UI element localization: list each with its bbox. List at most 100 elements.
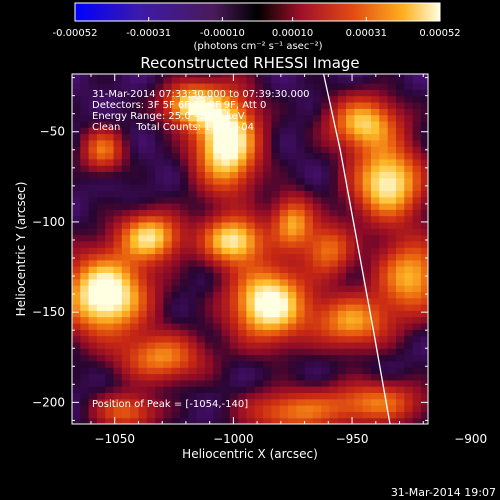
heatmap-pixel [88,335,98,343]
heatmap-pixel [105,177,115,185]
x-tick-label: −900 [454,432,487,446]
heatmap-pixel [379,95,389,103]
heatmap-pixel [312,209,322,217]
colorbar-tick-label: 0.00052 [419,28,460,39]
heatmap-pixel [171,405,181,412]
heatmap-pixel [221,139,231,147]
heatmap-pixel [171,120,181,128]
heatmap-pixel [105,158,115,166]
heatmap-pixel [254,285,264,292]
heatmap-pixel [420,259,428,267]
heatmap-pixel [337,234,347,242]
heatmap-pixel [263,367,272,375]
heatmap-pixel [271,158,281,166]
heatmap-pixel [304,209,314,217]
heatmap-pixel [362,266,372,273]
heatmap-pixel [130,323,139,330]
heatmap-pixel [371,373,380,381]
heatmap-pixel [88,120,98,128]
heatmap-pixel [304,329,314,337]
heatmap-pixel [171,209,181,217]
heatmap-pixel [88,83,98,90]
heatmap-pixel [412,120,422,128]
heatmap-pixel [204,209,214,217]
heatmap-pixel [354,386,364,393]
heatmap-pixel [288,278,297,286]
heatmap-pixel [188,386,198,393]
heatmap-pixel [229,405,239,412]
heatmap-pixel [229,310,239,318]
heatmap-pixel [362,139,372,147]
heatmap-pixel [163,146,173,154]
heatmap-pixel [246,323,256,330]
heatmap-pixel [72,215,81,223]
heatmap-pixel [346,272,355,280]
heatmap-pixel [254,120,264,128]
heatmap-pixel [229,348,239,356]
heatmap-pixel [412,171,422,179]
heatmap-pixel [354,184,364,191]
heatmap-pixel [88,74,98,78]
heatmap-pixel [304,184,314,191]
heatmap-pixel [312,108,322,116]
heatmap-pixel [113,133,123,141]
heatmap-pixel [121,133,131,141]
heatmap-pixel [238,190,247,198]
heatmap-pixel [321,316,331,324]
heatmap-pixel [229,373,239,381]
heatmap-pixel [420,196,428,204]
heatmap-pixel [288,228,297,236]
colorbar-tick-label: -0.00052 [53,28,98,39]
heatmap-pixel [362,184,372,191]
heatmap-pixel [296,398,306,406]
heatmap-pixel [371,196,380,204]
heatmap-pixel [346,341,355,349]
heatmap-pixel [379,74,389,78]
heatmap-pixel [155,247,164,255]
heatmap-pixel [155,165,164,172]
heatmap-pixel [379,108,389,116]
y-tick-label: −100 [32,215,65,229]
heatmap-pixel [271,83,281,90]
heatmap-pixel [96,127,106,135]
heatmap-pixel [180,291,189,299]
heatmap-pixel [404,240,414,248]
annotation-energy-range: Energy Range: 25.0 - 50.0 keV [92,111,245,122]
heatmap-pixel [163,367,173,375]
heatmap-pixel [188,139,198,147]
heatmap-pixel [188,177,198,185]
heatmap-pixel [263,108,272,116]
heatmap-pixel [346,304,355,311]
heatmap-pixel [346,215,355,223]
heatmap-pixel [321,177,331,185]
heatmap-pixel [321,373,331,381]
heatmap-pixel [204,278,214,286]
heatmap-pixel [396,89,405,97]
heatmap-pixel [138,360,148,368]
heatmap-pixel [412,247,422,255]
heatmap-pixel [346,158,355,166]
heatmap-pixel [420,278,428,286]
heatmap-pixel [180,341,189,349]
heatmap-pixel [304,392,314,400]
heatmap-pixel [312,158,322,166]
heatmap-pixel [337,221,347,229]
heatmap-pixel [246,354,256,362]
heatmap-pixel [96,114,106,122]
heatmap-pixel [254,323,264,330]
heatmap-pixel [130,127,139,135]
heatmap-pixel [412,177,422,185]
heatmap-pixel [238,417,247,424]
heatmap-pixel [371,297,380,305]
heatmap-pixel [213,89,223,97]
heatmap-pixel [379,278,389,286]
heatmap-pixel [254,127,264,135]
heatmap-pixel [213,285,223,292]
heatmap-pixel [371,221,380,229]
heatmap-pixel [296,285,306,292]
heatmap-pixel [130,234,139,242]
heatmap-pixel [387,341,397,349]
heatmap-pixel [362,259,372,267]
heatmap-pixel [121,259,131,267]
heatmap-pixel [271,247,281,255]
